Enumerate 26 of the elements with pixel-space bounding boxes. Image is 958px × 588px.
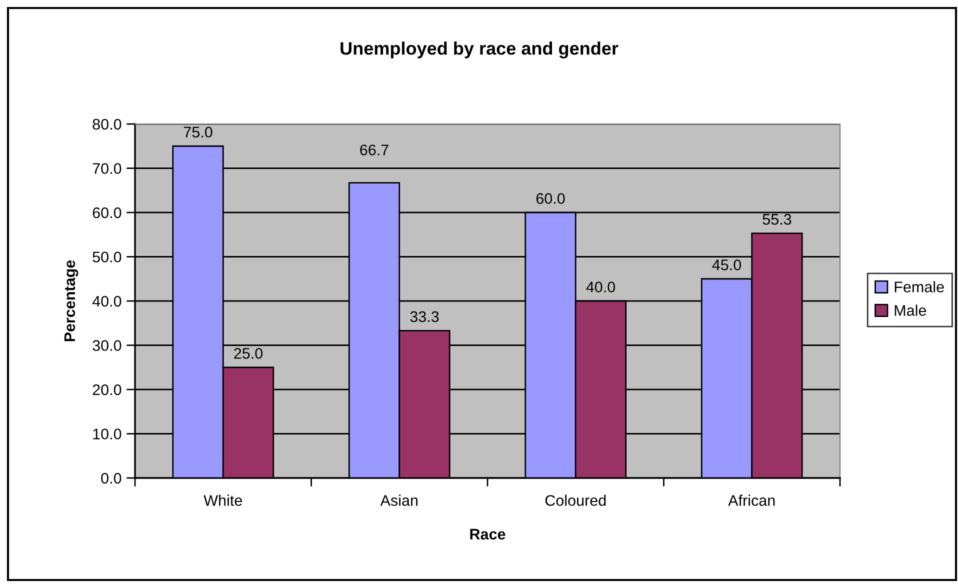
y-tick-label: 60.0	[92, 207, 122, 218]
y-tick-label: 0.0	[101, 472, 122, 484]
y-axis-title: Percentage	[64, 260, 78, 342]
data-label: 33.3	[410, 311, 439, 322]
data-label: 40.0	[586, 282, 616, 292]
data-label: 45.0	[712, 259, 742, 270]
x-axis-title: Race	[470, 528, 506, 540]
x-tick-label: White	[204, 494, 242, 506]
y-tick-label: 80.0	[92, 118, 122, 130]
data-label: 55.3	[762, 214, 792, 225]
data-label: 66.7	[360, 144, 388, 156]
y-tick-label: 50.0	[92, 252, 122, 262]
y-tick-label: 10.0	[93, 428, 122, 440]
data-label: 75.0	[184, 126, 212, 138]
data-label: 25.0	[234, 348, 263, 359]
y-tick-label: 40.0	[92, 296, 122, 307]
x-tick-label: Coloured	[545, 494, 606, 506]
y-tick-label: 70.0	[92, 163, 122, 174]
x-tick-label: Asian	[380, 494, 418, 506]
y-tick-label: 30.0	[92, 340, 122, 351]
data-label: 60.0	[536, 193, 565, 204]
chart-title: Unemployed by race and gender	[340, 42, 618, 58]
legend-label: Female	[894, 281, 944, 292]
y-tick-label: 20.0	[92, 384, 122, 396]
x-tick-label: African	[728, 494, 775, 506]
legend-label: Male	[894, 304, 926, 316]
